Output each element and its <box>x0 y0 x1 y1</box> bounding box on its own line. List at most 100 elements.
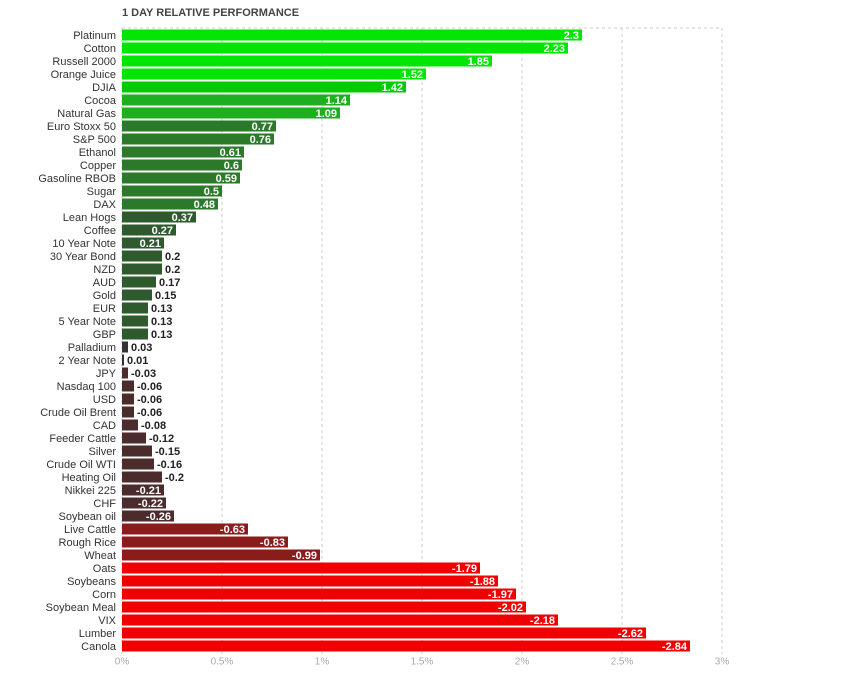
x-tick-label: 1.5% <box>411 657 434 668</box>
y-tick-label: USD <box>93 394 116 406</box>
value-label: 0.6 <box>224 160 239 172</box>
bar <box>122 445 152 457</box>
bar <box>122 380 134 392</box>
y-tick-label: Soybean oil <box>59 511 117 523</box>
y-tick-label: Gold <box>93 290 116 302</box>
y-tick-label: Cotton <box>84 43 116 55</box>
bar <box>122 211 196 223</box>
bar <box>122 458 154 470</box>
bar <box>122 159 242 171</box>
value-label: 1.09 <box>316 108 337 120</box>
y-tick-label: Lean Hogs <box>63 212 117 224</box>
y-tick-label: DAX <box>93 199 116 211</box>
bar <box>122 393 134 405</box>
y-tick-label: Heating Oil <box>62 472 116 484</box>
bar <box>122 55 492 67</box>
x-tick-label: 2.5% <box>611 657 634 668</box>
bar <box>122 575 498 587</box>
bar <box>122 302 148 314</box>
value-label: 1.52 <box>402 69 423 81</box>
y-tick-label: Corn <box>92 589 116 601</box>
value-label: 0.13 <box>151 329 172 341</box>
y-tick-label: Gasoline RBOB <box>38 173 116 185</box>
value-label: -0.22 <box>138 498 163 510</box>
value-label: -2.02 <box>498 602 523 614</box>
y-tick-label: Wheat <box>84 550 116 562</box>
y-tick-label: Ethanol <box>79 147 116 159</box>
x-tick-label: 0% <box>115 657 130 668</box>
y-tick-label: JPY <box>96 368 117 380</box>
bar <box>122 523 248 535</box>
y-tick-label: Oats <box>93 563 117 575</box>
value-label: 0.13 <box>151 316 172 328</box>
y-tick-label: Rough Rice <box>59 537 116 549</box>
bar <box>122 354 124 366</box>
bar <box>122 81 406 93</box>
y-tick-label: Natural Gas <box>57 108 116 120</box>
value-label: -0.99 <box>292 550 317 562</box>
y-tick-label: Platinum <box>73 30 116 42</box>
y-tick-label: Nasdaq 100 <box>57 381 116 393</box>
bar <box>122 42 568 54</box>
bar <box>122 406 134 418</box>
value-label: -2.18 <box>530 615 555 627</box>
y-tick-label: Soybeans <box>67 576 116 588</box>
x-tick-label: 2% <box>515 657 530 668</box>
value-label: 1.85 <box>468 56 489 68</box>
value-label: 0.2 <box>165 264 180 276</box>
y-tick-label: Soybean Meal <box>46 602 116 614</box>
y-tick-label: Euro Stoxx 50 <box>47 121 116 133</box>
bar <box>122 94 350 106</box>
value-label: 2.23 <box>544 43 565 55</box>
value-label: 0.17 <box>159 277 180 289</box>
value-label: -1.88 <box>470 576 495 588</box>
value-label: -0.26 <box>146 511 171 523</box>
y-tick-label: Nikkei 225 <box>65 485 116 497</box>
y-tick-label: 30 Year Bond <box>50 251 116 263</box>
y-tick-label: Coffee <box>84 225 116 237</box>
value-label: -0.06 <box>137 394 162 406</box>
y-tick-label: Copper <box>80 160 116 172</box>
value-label: -0.2 <box>165 472 184 484</box>
y-tick-label: Orange Juice <box>51 69 116 81</box>
y-tick-label: Crude Oil WTI <box>46 459 116 471</box>
value-label: 0.27 <box>152 225 173 237</box>
value-label: -0.63 <box>220 524 245 536</box>
bar <box>122 237 164 249</box>
value-label: 0.61 <box>220 147 241 159</box>
y-tick-label: Silver <box>88 446 116 458</box>
value-label: 0.15 <box>155 290 176 302</box>
bar <box>122 315 148 327</box>
value-label: -0.08 <box>141 420 166 432</box>
bar <box>122 367 128 379</box>
bar <box>122 588 516 600</box>
bar <box>122 146 244 158</box>
value-label: 2.3 <box>564 30 579 42</box>
bar <box>122 289 152 301</box>
bar <box>122 198 218 210</box>
bar <box>122 484 164 496</box>
value-label: -1.79 <box>452 563 477 575</box>
x-tick-label: 0.5% <box>211 657 234 668</box>
value-label: -2.62 <box>618 628 643 640</box>
bar <box>122 562 480 574</box>
bar <box>122 133 274 145</box>
value-label: 0.13 <box>151 303 172 315</box>
bar <box>122 640 690 652</box>
value-label: -0.21 <box>136 485 161 497</box>
value-label: -1.97 <box>488 589 513 601</box>
y-tick-label: CHF <box>93 498 116 510</box>
y-tick-label: S&P 500 <box>73 134 116 146</box>
bar <box>122 172 240 184</box>
bar <box>122 250 162 262</box>
value-label: -0.15 <box>155 446 180 458</box>
y-tick-label: Live Cattle <box>64 524 116 536</box>
bar <box>122 120 276 132</box>
y-tick-label: GBP <box>93 329 116 341</box>
y-tick-label: 10 Year Note <box>52 238 116 250</box>
bar <box>122 432 146 444</box>
y-tick-label: Lumber <box>79 628 117 640</box>
y-tick-label: 2 Year Note <box>59 355 117 367</box>
x-tick-label: 1% <box>315 657 330 668</box>
